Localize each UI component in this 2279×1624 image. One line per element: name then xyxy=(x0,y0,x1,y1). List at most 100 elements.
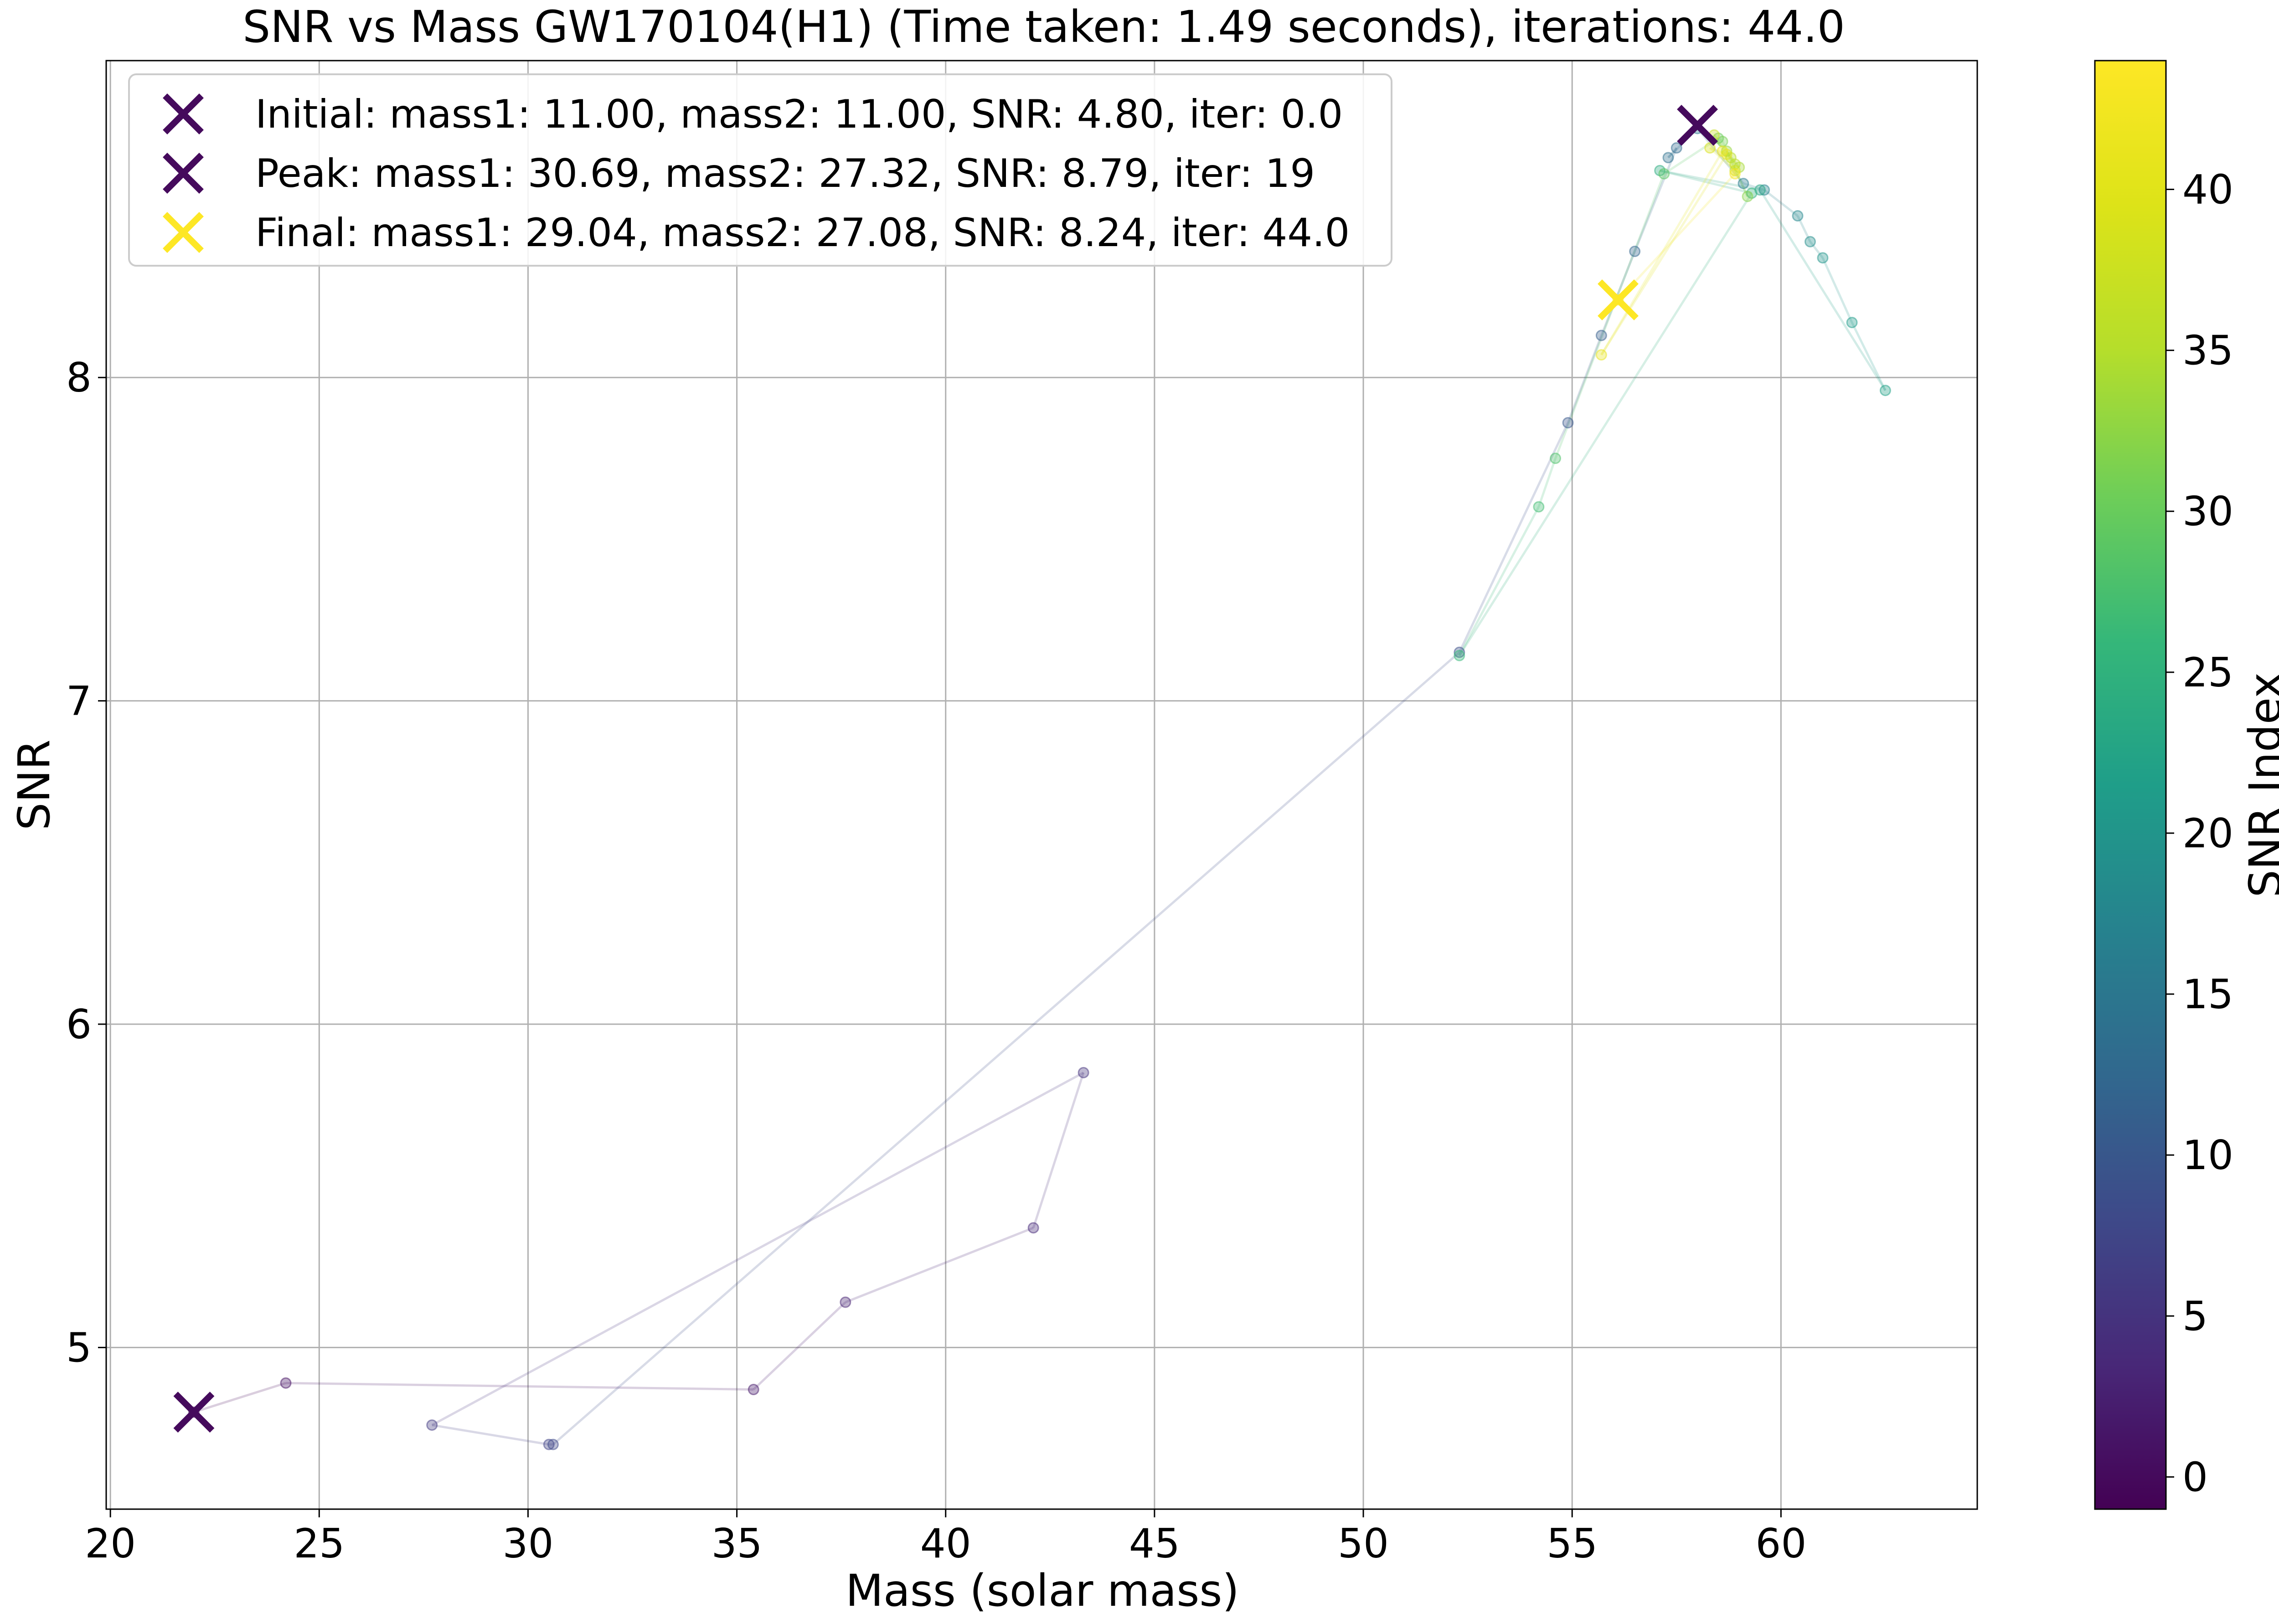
x-tick-label: 50 xyxy=(1338,1520,1389,1567)
data-point xyxy=(1717,145,1728,157)
data-point xyxy=(1562,417,1574,428)
plot-frame xyxy=(105,60,1978,1510)
colorbar-tick-label: 15 xyxy=(2182,971,2233,1018)
data-point xyxy=(1729,168,1741,180)
y-axis-label: SNR xyxy=(9,739,60,830)
x-axis-label: Mass (solar mass) xyxy=(846,1565,1239,1616)
colorbar-tick-label: 35 xyxy=(2182,327,2233,374)
x-tick-label: 20 xyxy=(85,1520,136,1567)
data-point xyxy=(1792,210,1804,222)
colorbar-tick-label: 0 xyxy=(2182,1454,2208,1500)
data-point xyxy=(1742,191,1753,202)
trajectory-segment xyxy=(1458,422,1569,653)
data-point xyxy=(1533,501,1545,513)
data-point xyxy=(1758,184,1770,196)
data-point xyxy=(1078,1067,1089,1078)
legend-label: Initial: mass1: 11.00, mass2: 11.00, SNR… xyxy=(255,92,1343,137)
data-point xyxy=(1729,165,1741,176)
colorbar-tick-label: 10 xyxy=(2182,1132,2233,1179)
data-point xyxy=(748,1384,759,1396)
y-tick-label: 7 xyxy=(66,678,92,725)
x-tick-label: 25 xyxy=(294,1520,345,1567)
colorbar-tick-label: 25 xyxy=(2182,649,2233,696)
colorbar xyxy=(2094,60,2167,1510)
data-point xyxy=(1879,385,1891,397)
trajectory-segment xyxy=(1667,147,1678,159)
data-point xyxy=(280,1377,292,1389)
legend-marker xyxy=(163,153,204,194)
y-tick-label: 8 xyxy=(66,354,92,401)
data-point xyxy=(1454,646,1465,658)
colorbar-tick-label: 5 xyxy=(2182,1293,2208,1340)
trajectory-segment xyxy=(552,651,1460,1446)
colorbar-ticks: 0 5 10 15 20 25 30 35 40 xyxy=(2166,166,2233,1500)
trajectory-points xyxy=(188,123,1891,1450)
x-tick-label: 55 xyxy=(1547,1520,1598,1567)
y-axis-ticks: 5 6 7 8 xyxy=(66,354,106,1371)
trajectory-segment xyxy=(1600,154,1728,356)
peak-marker xyxy=(1677,104,1718,146)
x-stroke xyxy=(173,1392,215,1433)
trajectory-segment xyxy=(1617,173,1736,301)
x-tick-label: 30 xyxy=(502,1520,553,1567)
data-point xyxy=(1846,317,1858,329)
x-tick-label: 40 xyxy=(920,1520,971,1567)
trajectory-segment xyxy=(1759,189,1887,391)
trajectory-segment xyxy=(193,1382,286,1413)
data-point xyxy=(1662,152,1674,164)
trajectory-segment xyxy=(1743,182,1765,191)
data-point xyxy=(426,1419,438,1431)
colorbar-tick-label: 20 xyxy=(2182,810,2233,857)
trajectory-segment xyxy=(1763,189,1799,217)
colorbar-tick-label: 40 xyxy=(2182,166,2233,213)
x-tick-label: 45 xyxy=(1129,1520,1180,1567)
trajectory-segment xyxy=(431,1072,1084,1426)
trajectory-segment xyxy=(1851,322,1887,391)
data-point xyxy=(1595,349,1607,361)
trajectory-segment xyxy=(1821,257,1853,323)
data-point xyxy=(1671,142,1682,154)
data-point xyxy=(547,1438,559,1450)
trajectory-segment xyxy=(753,1301,846,1391)
trajectory-segment xyxy=(1032,1072,1085,1228)
trajectory-segment xyxy=(1458,506,1540,656)
trajectory-segment xyxy=(1809,241,1824,259)
data-point xyxy=(1738,178,1749,190)
trajectory-segment xyxy=(285,1382,754,1391)
trajectory-segment xyxy=(1663,137,1719,175)
trajectory-segment xyxy=(845,1227,1034,1304)
trajectory-segment xyxy=(1600,150,1724,356)
legend-label: Final: mass1: 29.04, mass2: 27.08, SNR: … xyxy=(255,210,1350,256)
y-tick-label: 5 xyxy=(66,1324,92,1371)
x-stroke xyxy=(1598,279,1639,320)
x-stroke xyxy=(1677,104,1718,146)
data-point xyxy=(543,1438,555,1450)
data-point xyxy=(1658,168,1670,180)
legend-box xyxy=(128,73,1392,267)
trajectory-segment xyxy=(1567,335,1603,423)
data-point xyxy=(1629,246,1641,258)
y-tick-label: 6 xyxy=(66,1001,92,1048)
x-tick-label: 60 xyxy=(1755,1520,1806,1567)
x-stroke xyxy=(163,153,204,194)
trajectory-segment xyxy=(1709,147,1727,156)
colorbar-label: SNR Index xyxy=(2240,672,2279,897)
trajectory-segment xyxy=(1730,157,1736,165)
x-stroke xyxy=(163,212,204,253)
trajectory-segment xyxy=(1554,173,1665,459)
x-tick-label: 35 xyxy=(712,1520,763,1567)
data-point xyxy=(1804,236,1816,247)
trajectory-segment xyxy=(1537,458,1557,507)
trajectory-segment xyxy=(1660,169,1761,191)
trajectory-segment xyxy=(1660,169,1752,195)
legend-marker xyxy=(163,212,204,253)
data-point xyxy=(1027,1222,1039,1234)
legend-marker xyxy=(163,93,204,134)
data-point xyxy=(1704,142,1716,154)
x-axis-ticks: 20 25 30 35 40 45 50 55 60 xyxy=(85,1509,1806,1567)
data-point xyxy=(840,1296,851,1308)
chart-title: SNR vs Mass GW170104(H1) (Time taken: 1.… xyxy=(242,1,1845,52)
x-stroke xyxy=(163,93,204,134)
trajectory-segment xyxy=(1634,147,1678,252)
initial-marker xyxy=(173,1392,215,1433)
